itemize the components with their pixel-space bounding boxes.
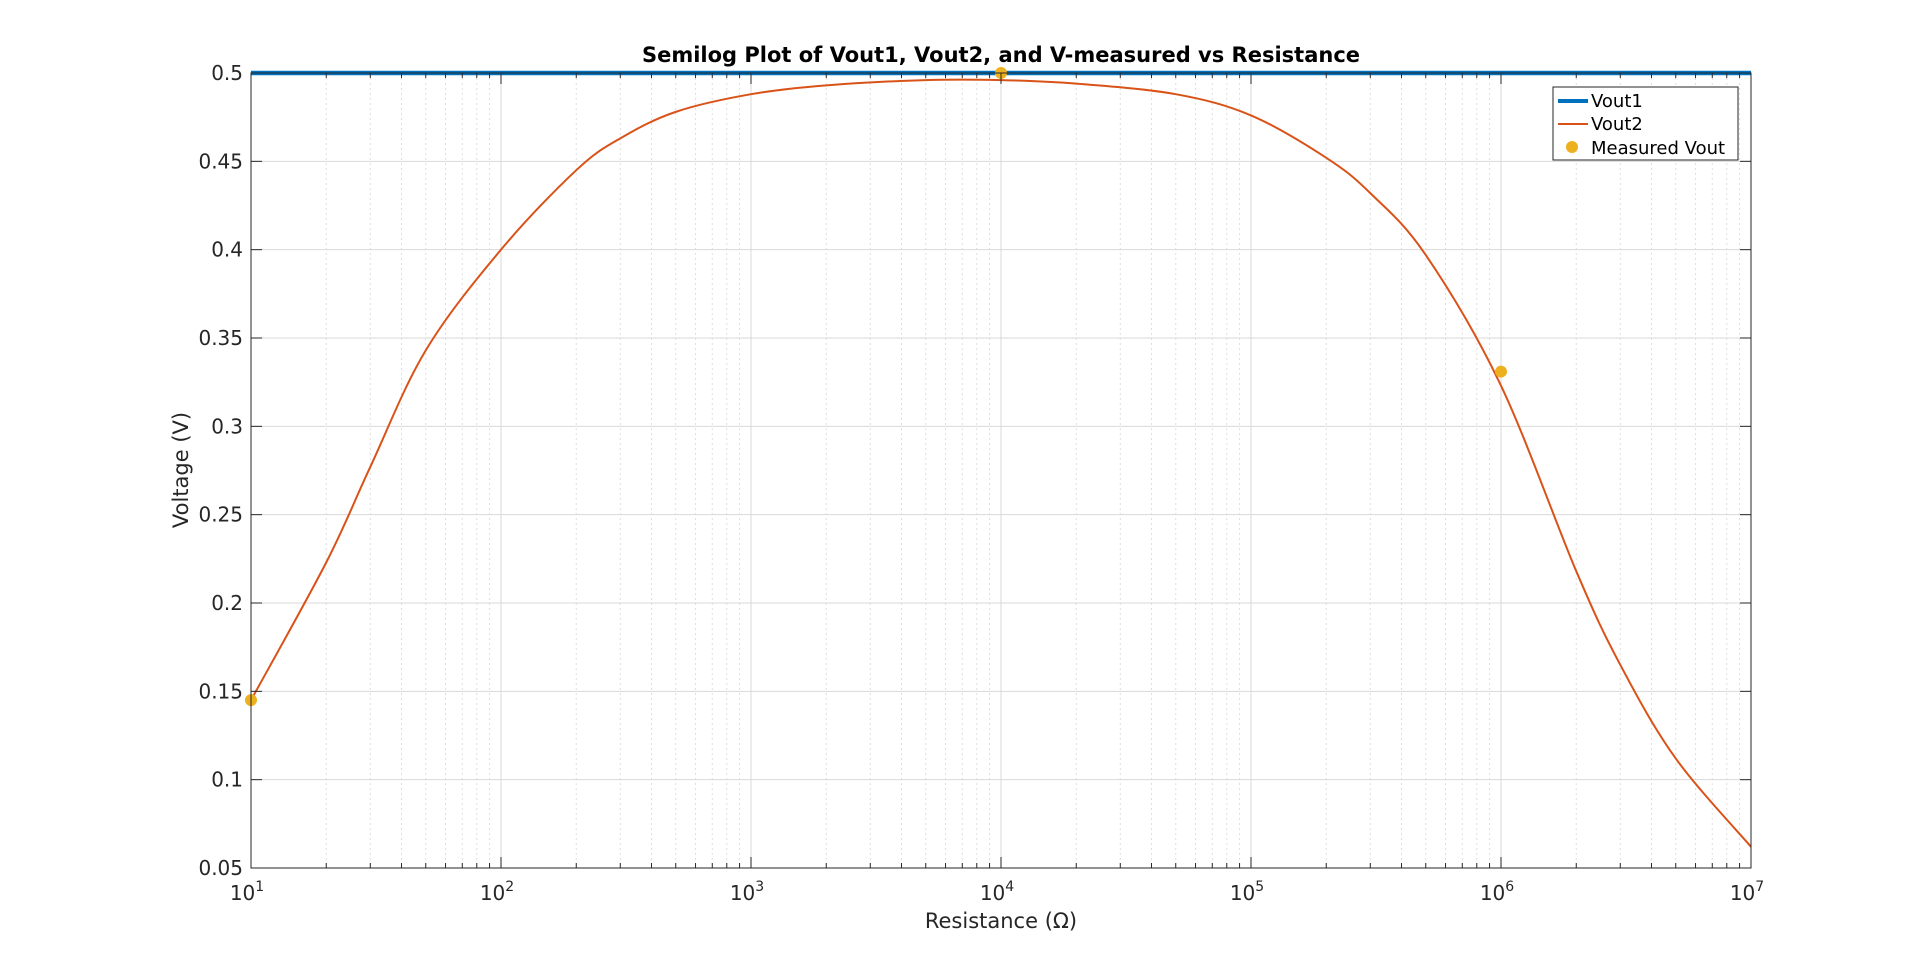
chart-title: Semilog Plot of Vout1, Vout2, and V-meas… xyxy=(642,43,1360,67)
y-tick-label: 0.5 xyxy=(211,61,243,85)
x-tick-label: 103 xyxy=(730,879,764,905)
y-tick-label: 0.05 xyxy=(198,856,243,880)
y-tick-label: 0.35 xyxy=(198,326,243,350)
y-tick-label: 0.1 xyxy=(211,768,243,792)
y-axis-label: Voltage (V) xyxy=(169,412,193,528)
y-tick-label: 0.2 xyxy=(211,591,243,615)
y-tick-label: 0.4 xyxy=(211,238,243,262)
x-axis-label: Resistance (Ω) xyxy=(925,909,1077,933)
y-tick-label: 0.25 xyxy=(198,503,243,527)
x-tick-label: 105 xyxy=(1230,879,1264,905)
y-tick-label: 0.45 xyxy=(198,149,243,173)
series-line-vout2 xyxy=(250,78,1752,848)
axis-ticks xyxy=(250,72,1752,869)
x-tick-labels: 101 102 103 104 105 106 107 xyxy=(230,879,1764,905)
legend-vout2-label: Vout2 xyxy=(1591,114,1643,135)
x-tick-label: 102 xyxy=(480,879,514,905)
y-tick-label: 0.3 xyxy=(211,414,243,438)
legend: Vout1 Vout2 Measured Vout xyxy=(1552,86,1739,161)
legend-measured-swatch xyxy=(1566,141,1578,153)
y-tick-labels: 0.05 0.1 0.15 0.2 0.25 0.3 0.35 0.4 0.45 0.5 xyxy=(198,61,243,880)
y-tick-label: 0.15 xyxy=(198,679,243,703)
x-tick-label: 106 xyxy=(1480,879,1514,905)
legend-measured-label: Measured Vout xyxy=(1591,138,1725,159)
data-point-measured-vout xyxy=(1495,365,1507,378)
x-tick-label: 107 xyxy=(1730,879,1764,905)
x-tick-label: 104 xyxy=(980,879,1014,905)
legend-vout1-label: Vout1 xyxy=(1591,91,1643,112)
x-tick-label: 101 xyxy=(230,879,264,905)
